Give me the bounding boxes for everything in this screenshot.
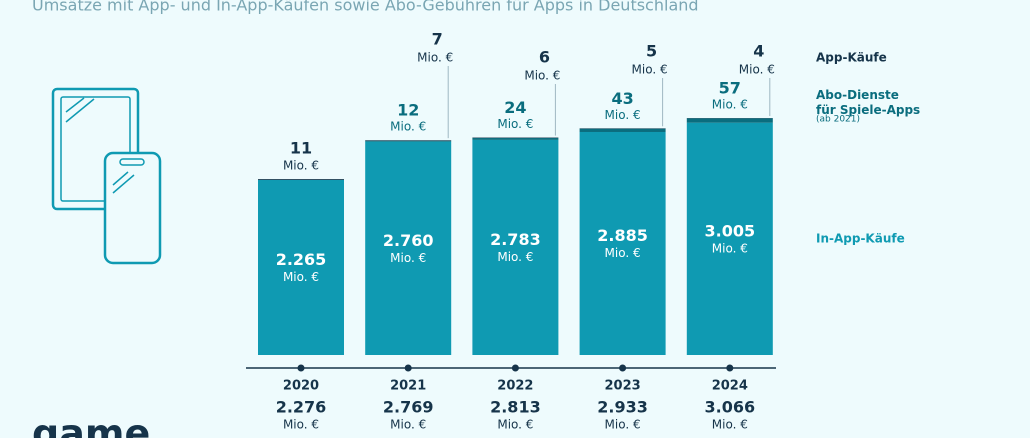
- bar-segment: [258, 179, 344, 180]
- device-icon: [51, 87, 162, 265]
- unit-label: Mio. €: [390, 251, 426, 265]
- value-label: 5: [646, 42, 657, 61]
- unit-label: Mio. €: [712, 241, 748, 255]
- unit-label: Mio. €: [605, 108, 641, 122]
- value-label: 43: [611, 89, 633, 108]
- legend-label: App-Käufe: [816, 51, 887, 65]
- total-label: 2.769: [383, 398, 434, 417]
- unit-label: Mio. €: [283, 270, 319, 284]
- unit-label: Mio. €: [497, 250, 533, 264]
- value-label: 11: [290, 139, 312, 158]
- value-label: 12: [397, 101, 419, 120]
- value-label: 7: [432, 30, 443, 49]
- value-label: 2.885: [597, 226, 648, 245]
- axis-dot: [404, 364, 412, 372]
- bar-segment: [472, 138, 559, 140]
- unit-label: Mio. €: [390, 418, 426, 432]
- bar-segment: [365, 141, 452, 355]
- value-label: 6: [539, 48, 550, 67]
- bar-segment: [472, 139, 559, 355]
- unit-label: Mio. €: [739, 63, 775, 77]
- axis-dot: [297, 364, 305, 372]
- value-label: 3.005: [704, 221, 755, 240]
- value-label: 57: [719, 79, 741, 98]
- bar-segment: [579, 131, 666, 355]
- bar-segment: [365, 140, 452, 141]
- x-tick-label: 2023: [605, 379, 641, 394]
- axis-dot: [726, 364, 734, 372]
- bar-segment: [686, 118, 773, 123]
- logo: game: [32, 412, 150, 438]
- unit-label: Mio. €: [497, 117, 533, 131]
- unit-label: Mio. €: [605, 246, 641, 260]
- unit-label: Mio. €: [524, 69, 560, 83]
- x-tick-label: 2021: [390, 379, 426, 394]
- legend-note: (ab 2021): [816, 115, 860, 125]
- total-label: 3.066: [704, 398, 755, 417]
- unit-label: Mio. €: [390, 120, 426, 134]
- chart-title: Umsätze mit App- und In-App-Käufen sowie…: [32, 0, 699, 15]
- total-label: 2.276: [276, 398, 327, 417]
- unit-label: Mio. €: [417, 51, 453, 65]
- axis-dot: [619, 364, 627, 372]
- unit-label: Mio. €: [283, 418, 319, 432]
- total-label: 2.813: [490, 398, 541, 417]
- unit-label: Mio. €: [605, 418, 641, 432]
- bar-segment: [686, 122, 773, 355]
- x-tick-label: 2022: [497, 379, 533, 394]
- value-label: 2.265: [276, 250, 327, 269]
- unit-label: Mio. €: [632, 63, 668, 77]
- unit-label: Mio. €: [283, 159, 319, 173]
- value-label: 24: [504, 98, 526, 117]
- legend-label: In-App-Käufe: [816, 232, 905, 246]
- x-tick-label: 2020: [283, 379, 319, 394]
- bar-segment: [579, 128, 666, 132]
- value-label: 2.760: [383, 231, 434, 250]
- unit-label: Mio. €: [497, 418, 533, 432]
- bar-segment: [258, 179, 344, 355]
- value-label: 4: [753, 42, 764, 61]
- legend-label: Abo-Dienste für Spiele-Apps: [816, 88, 920, 117]
- x-tick-label: 2024: [712, 379, 748, 394]
- value-label: 2.783: [490, 230, 541, 249]
- axis-dot: [511, 364, 519, 372]
- bar-segment: [365, 140, 452, 142]
- unit-label: Mio. €: [712, 98, 748, 112]
- unit-label: Mio. €: [712, 418, 748, 432]
- total-label: 2.933: [597, 398, 648, 417]
